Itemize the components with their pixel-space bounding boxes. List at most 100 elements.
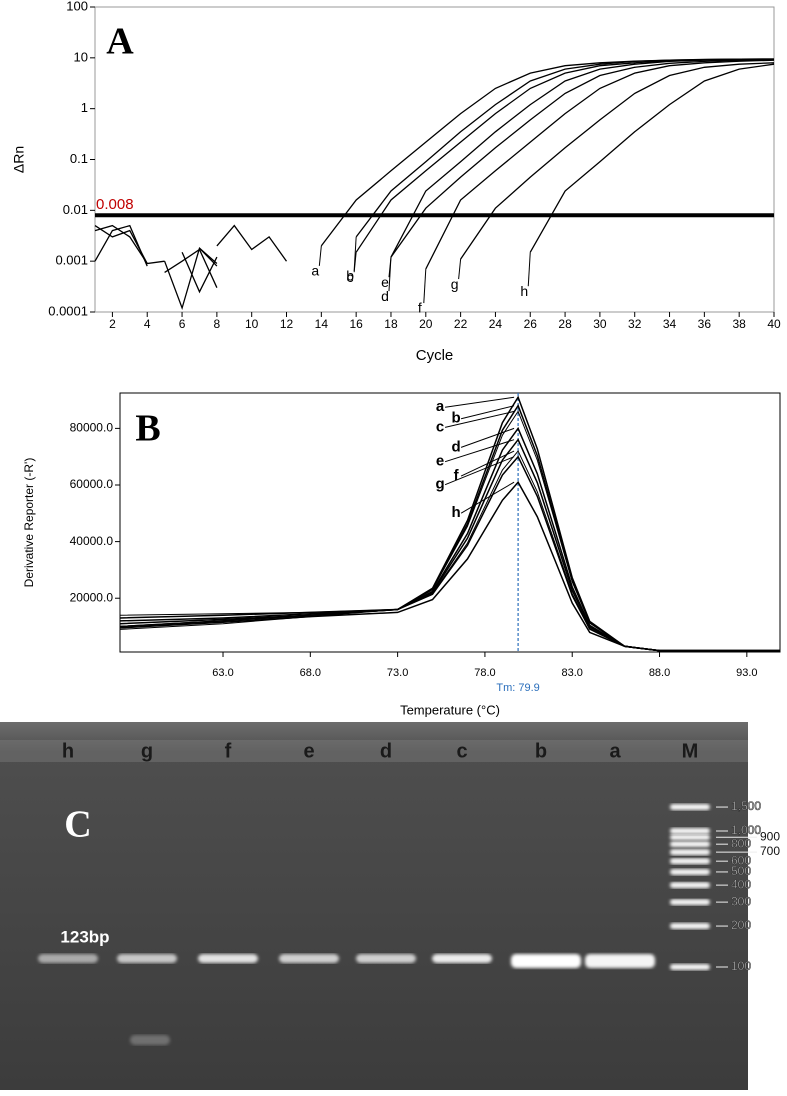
x-tick-label: 40: [767, 317, 781, 331]
lane-label: a: [609, 740, 621, 762]
x-tick-label: 4: [144, 317, 151, 331]
plot-frame: [119, 392, 781, 653]
lane-label: f: [225, 740, 232, 762]
series-label: g: [436, 476, 445, 493]
ladder-band: [670, 834, 710, 841]
series-label: b: [452, 410, 461, 427]
plot-frame: [94, 6, 775, 313]
series-line: [163, 58, 775, 311]
series-label: f: [418, 300, 422, 316]
series-line: [164, 59, 775, 288]
series-label: e: [381, 274, 389, 290]
series-line: [119, 455, 780, 652]
x-tick-label: 32: [628, 317, 642, 331]
gel-image: [0, 722, 748, 1090]
ladder-band: [670, 858, 710, 865]
ladder-label: 300: [731, 894, 751, 908]
panel-label: C: [64, 804, 91, 846]
series-label: e: [436, 453, 444, 470]
y-tick-label: 80000.0: [70, 421, 114, 435]
y-tick-label: 10: [74, 49, 88, 64]
y-tick-label: 0.001: [55, 253, 88, 268]
ladder-label: 900: [760, 829, 780, 843]
x-tick-label: 73.0: [387, 667, 408, 679]
lane-label: M: [682, 740, 699, 762]
x-tick-label: 93.0: [736, 667, 757, 679]
x-axis-label: Temperature (°C): [400, 702, 500, 717]
ladder-band: [670, 882, 710, 889]
x-tick-label: 8: [214, 317, 221, 331]
ladder-label: 100: [731, 959, 751, 973]
series-label: d: [452, 438, 461, 455]
series-label: h: [452, 504, 461, 521]
ladder-label: 700: [760, 844, 780, 858]
label-leader: [353, 252, 357, 273]
series-label: h: [520, 283, 528, 299]
y-tick-label: 60000.0: [70, 477, 114, 491]
x-tick-label: 12: [280, 317, 294, 331]
ladder-band: [670, 804, 710, 811]
ladder-band: [670, 923, 710, 930]
label-leader: [460, 405, 515, 420]
ladder-band: [670, 899, 710, 906]
y-tick-label: 40000.0: [70, 534, 114, 548]
y-tick-label: 0.0001: [48, 303, 88, 318]
y-tick-label: 0.1: [70, 151, 88, 166]
y-tick-label: 0.01: [63, 202, 88, 217]
lane-label: h: [62, 740, 74, 762]
series-label: a: [436, 398, 445, 415]
series-label: a: [311, 263, 319, 279]
y-axis-label: ΔRn: [11, 146, 27, 173]
x-tick-label: 6: [179, 317, 186, 331]
ladder-band: [670, 964, 710, 970]
x-tick-label: 18: [384, 317, 398, 331]
ladder-label: 1,500: [731, 799, 761, 813]
series-label: d: [381, 288, 389, 304]
label-leader: [388, 257, 392, 278]
x-tick-label: 36: [698, 317, 712, 331]
threshold-label: 0.008: [96, 196, 134, 213]
gel-wells: [0, 740, 748, 762]
ladder-label: 1,000: [731, 823, 761, 837]
label-leader: [423, 269, 427, 304]
x-tick-label: 88.0: [649, 667, 670, 679]
smear: [130, 1035, 170, 1045]
x-tick-label: 38: [732, 317, 746, 331]
x-axis-label: Cycle: [416, 347, 454, 364]
pcr-band: [585, 954, 655, 968]
y-tick-label: 1: [81, 100, 88, 115]
label-leader: [460, 481, 515, 514]
label-leader: [444, 439, 515, 463]
series-line: [119, 480, 780, 652]
x-tick-label: 30: [593, 317, 607, 331]
lane-label: d: [380, 740, 392, 762]
tm-label: Tm: 79.9: [496, 682, 539, 694]
ladder-label: 400: [731, 877, 751, 891]
label-leader: [527, 252, 531, 287]
x-tick-label: 2: [109, 317, 116, 331]
ladder-band: [670, 868, 710, 875]
series-label: g: [451, 276, 459, 292]
pcr-band: [38, 954, 98, 963]
x-tick-label: 16: [349, 317, 363, 331]
label-leader: [460, 450, 515, 477]
x-tick-label: 24: [489, 317, 503, 331]
x-tick-label: 10: [245, 317, 259, 331]
y-tick-label: 100: [66, 0, 88, 13]
lane-label: g: [141, 740, 153, 762]
y-tick-label: 20000.0: [70, 590, 114, 604]
series-label: c: [347, 269, 354, 285]
ladder-label: 600: [731, 853, 751, 867]
pcr-band: [198, 954, 258, 963]
ladder-label: 200: [731, 918, 751, 932]
series-line: [181, 63, 775, 294]
ladder-band: [670, 841, 710, 848]
pcr-band: [432, 954, 492, 963]
x-tick-label: 14: [315, 317, 329, 331]
ladder-band: [670, 828, 710, 834]
x-tick-label: 68.0: [300, 667, 321, 679]
pcr-band: [356, 954, 416, 963]
series-label: c: [436, 418, 444, 435]
x-tick-label: 83.0: [562, 667, 583, 679]
